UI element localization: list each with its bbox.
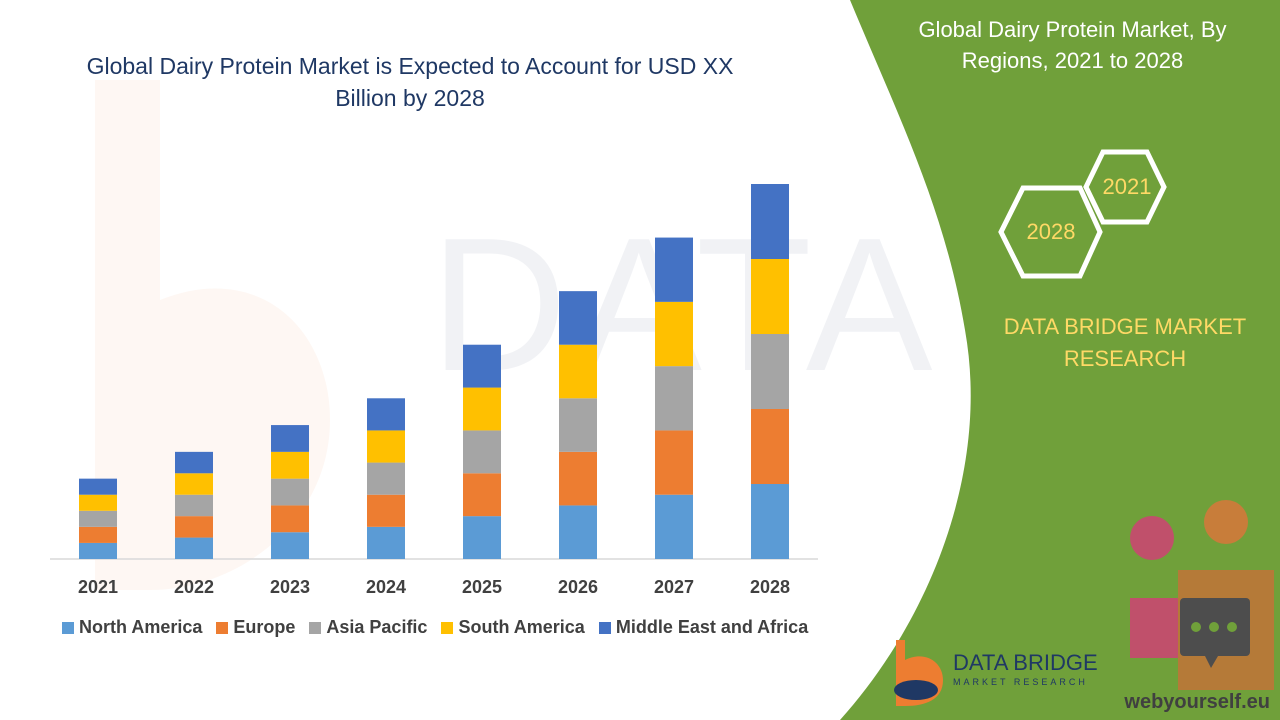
bar-2021-europe [79, 526, 117, 543]
bar-2024-asia-pacific [367, 462, 405, 495]
bar-2026-asia-pacific [559, 398, 597, 452]
bar-2024-europe [367, 494, 405, 527]
legend-label: Europe [233, 617, 296, 637]
bar-2024-south-america [367, 430, 405, 463]
logo-text: DATA BRIDGE [953, 650, 1098, 675]
legend-item-north-america: North America [62, 617, 202, 638]
bar-2021-asia-pacific [79, 510, 117, 527]
bar-2024-middle-east-and-africa [367, 398, 405, 431]
bar-2027-europe [655, 430, 693, 495]
x-tick-label-2023: 2023 [270, 577, 310, 597]
bar-2022-north-america [175, 537, 213, 559]
x-tick-label-2024: 2024 [366, 577, 406, 597]
bar-2022-europe [175, 516, 213, 538]
bar-2026-middle-east-and-africa [559, 291, 597, 345]
bar-2028-middle-east-and-africa [751, 184, 789, 259]
bar-2025-north-america [463, 516, 501, 559]
hexagon-2028-icon [998, 185, 1103, 279]
x-tick-labels: 2021 2022 2023 2024 2025 2026 2027 2028 [78, 577, 790, 597]
hex-label-2021: 2021 [1102, 174, 1152, 199]
bar-2023-europe [271, 505, 309, 533]
x-tick-label-2025: 2025 [462, 577, 502, 597]
logo-subtext: MARKET RESEARCH [953, 677, 1088, 687]
panel-title: Global Dairy Protein Market, By Regions,… [918, 17, 1227, 73]
legend-label: North America [79, 617, 203, 637]
x-tick-label-2028: 2028 [750, 577, 790, 597]
bar-2021-south-america [79, 494, 117, 511]
bar-2027-asia-pacific [655, 366, 693, 431]
legend-swatch [62, 621, 74, 634]
x-tick-label-2027: 2027 [654, 577, 694, 597]
bar-2027-middle-east-and-africa [655, 237, 693, 302]
legend-swatch [598, 621, 611, 634]
brand-name: DATA BRIDGE MARKET RESEARCH [1003, 314, 1247, 371]
hex-label-2028: 2028 [1026, 219, 1076, 244]
bar-2022-middle-east-and-africa [175, 451, 213, 474]
x-tick-label-2026: 2026 [558, 577, 598, 597]
chart-title: Global Dairy Protein Market is Expected … [86, 53, 734, 111]
bar-2023-north-america [271, 532, 309, 559]
legend-item-europe: Europe [216, 617, 295, 638]
bar-2026-europe [559, 451, 597, 506]
x-tick-label-2021: 2021 [78, 577, 118, 597]
bar-2026-south-america [559, 344, 597, 399]
bar-2028-south-america [751, 259, 789, 334]
bar-2027-north-america [655, 494, 693, 559]
bar-2028-europe [751, 409, 789, 484]
bar-2023-south-america [271, 451, 309, 479]
bar-2028-asia-pacific [751, 334, 789, 409]
bar-2023-asia-pacific [271, 478, 309, 506]
legend-label: Asia Pacific [326, 617, 428, 637]
legend-item-middle-east-and-africa: Middle East and Africa [598, 617, 809, 638]
legend-swatch [309, 621, 322, 634]
legend-item-asia-pacific: Asia Pacific [309, 617, 427, 638]
legend-item-south-america: South America [441, 617, 585, 638]
decor-circle-pink [1130, 516, 1174, 560]
data-bridge-logo: DATA BRIDGE MARKET RESEARCH [894, 640, 1098, 706]
bar-2025-south-america [463, 387, 501, 431]
bar-2028-north-america [751, 484, 789, 559]
decor-square-pink [1130, 598, 1182, 658]
footer-url: webyourself.eu [1124, 691, 1270, 713]
bar-2025-middle-east-and-africa [463, 344, 501, 388]
bar-2025-asia-pacific [463, 430, 501, 474]
legend-swatch [216, 621, 229, 634]
stacked-bar-chart: 2021 2022 2023 2024 2025 2026 2027 2028 [50, 184, 818, 597]
bar-2021-north-america [79, 542, 117, 559]
chat-bubble-icon [1180, 598, 1250, 668]
bar-2026-north-america [559, 505, 597, 559]
bar-2022-south-america [175, 473, 213, 495]
bar-2021-middle-east-and-africa [79, 478, 117, 495]
legend-swatch [441, 621, 454, 634]
legend-label: South America [458, 617, 585, 637]
bar-2024-north-america [367, 526, 405, 559]
bar-2025-europe [463, 473, 501, 517]
x-tick-label-2022: 2022 [174, 577, 214, 597]
chart-legend: North America Europe Asia Pacific South Ame… [62, 617, 808, 638]
decor-circle-orange [1204, 500, 1248, 544]
bars-group [79, 184, 789, 559]
bar-2022-asia-pacific [175, 494, 213, 517]
legend-label: Middle East and Africa [615, 617, 809, 637]
hexagon-2021-icon [1083, 149, 1167, 225]
bar-2027-south-america [655, 301, 693, 367]
bar-2023-middle-east-and-africa [271, 425, 309, 452]
